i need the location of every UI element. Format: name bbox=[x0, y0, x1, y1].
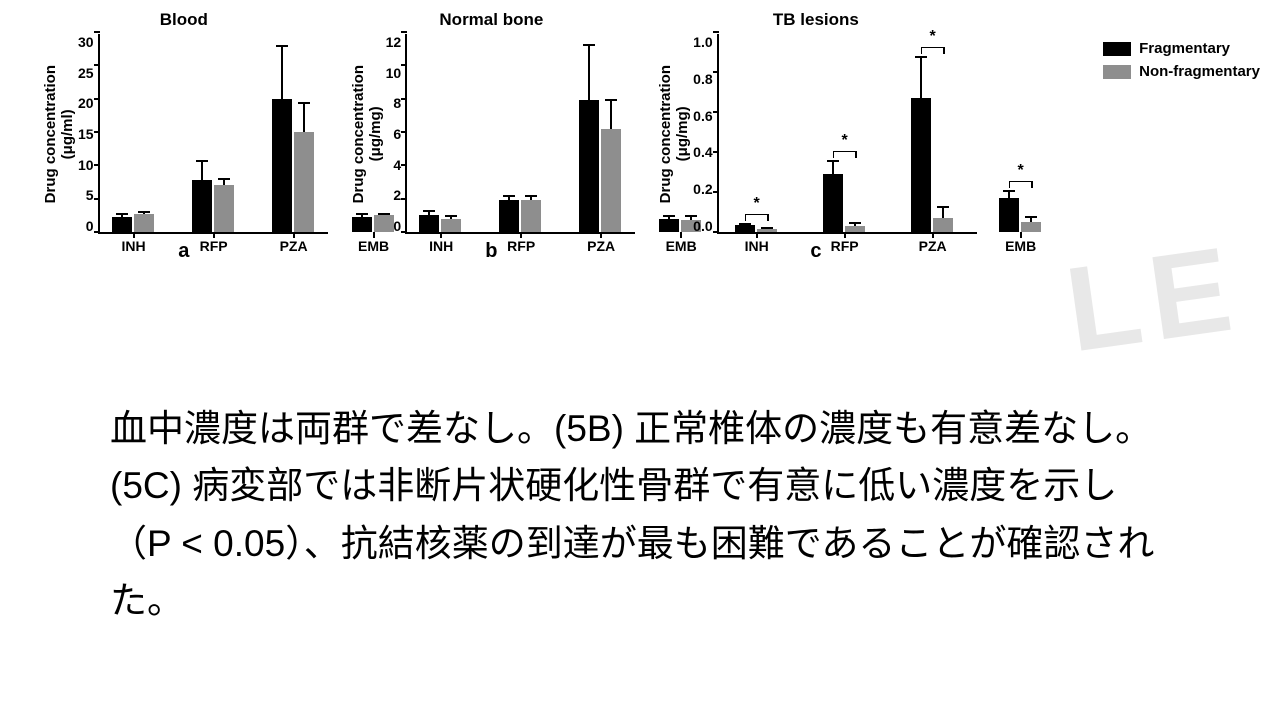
bar-s1 bbox=[419, 215, 439, 232]
ytick-label: 0.0 bbox=[693, 218, 712, 234]
xtick-label: INH bbox=[112, 238, 156, 254]
bar-group bbox=[419, 215, 461, 232]
sig-star: * bbox=[1018, 162, 1024, 180]
ytick-label: 15 bbox=[78, 126, 94, 142]
bar-group bbox=[999, 198, 1041, 232]
x-labels: INHRFPPZAEMB bbox=[407, 232, 635, 238]
ytick-label: 0 bbox=[393, 218, 401, 234]
bar-s2 bbox=[441, 219, 461, 232]
legend-swatch bbox=[1103, 42, 1131, 56]
xtick-label: INH bbox=[419, 238, 463, 254]
ytick-label: 2 bbox=[393, 187, 401, 203]
ytick-label: 12 bbox=[386, 34, 402, 50]
legend-swatch bbox=[1103, 65, 1131, 79]
ytick-label: 10 bbox=[78, 157, 94, 173]
bar-group bbox=[192, 180, 234, 232]
bar-s1 bbox=[823, 174, 843, 232]
sig-bracket bbox=[921, 47, 945, 48]
ytick-label: 5 bbox=[86, 187, 94, 203]
panel-c-ylabel: Drug concentration(μg/mg) bbox=[655, 65, 693, 203]
bar-s2 bbox=[933, 218, 953, 232]
xtick-label: RFP bbox=[192, 238, 236, 254]
bar-s2 bbox=[521, 200, 541, 232]
bar-group bbox=[911, 98, 953, 232]
ytick-label: 1.0 bbox=[693, 34, 712, 50]
xtick-label: RFP bbox=[499, 238, 543, 254]
ytick-label: 0 bbox=[86, 218, 94, 234]
bar-s2 bbox=[601, 129, 621, 232]
sig-star: * bbox=[842, 132, 848, 150]
ytick-label: 0.2 bbox=[693, 181, 712, 197]
bar-group bbox=[272, 99, 314, 232]
xtick-label: PZA bbox=[911, 238, 955, 254]
panel-b-title: Normal bone bbox=[348, 10, 636, 30]
bar-group bbox=[823, 174, 865, 232]
panel-a-ylabel: Drug concentration(μg/ml) bbox=[40, 65, 78, 203]
sig-star: * bbox=[930, 28, 936, 46]
xtick-label: PZA bbox=[272, 238, 316, 254]
bar-s2 bbox=[134, 214, 154, 232]
bar-s2 bbox=[214, 185, 234, 232]
ytick-label: 8 bbox=[393, 95, 401, 111]
panel-c-plot: ****INHRFPPZAEMB bbox=[717, 34, 977, 234]
xtick-label: RFP bbox=[823, 238, 867, 254]
bar-s1 bbox=[579, 100, 599, 232]
x-labels: INHRFPPZAEMB bbox=[100, 232, 328, 238]
figure-row: Blood Drug concentration(μg/ml) 30252015… bbox=[0, 0, 1280, 263]
bar-s2 bbox=[1021, 222, 1041, 232]
ytick-label: 0.6 bbox=[693, 108, 712, 124]
bar-s1 bbox=[999, 198, 1019, 232]
sig-star: * bbox=[754, 195, 760, 213]
bar-s1 bbox=[735, 225, 755, 232]
legend-item: Non-fragmentary bbox=[1103, 63, 1260, 80]
panel-c: TB lesions Drug concentration(μg/mg) 1.0… bbox=[655, 10, 976, 263]
ytick-label: 4 bbox=[393, 157, 401, 173]
xtick-label: INH bbox=[735, 238, 779, 254]
ytick-label: 25 bbox=[78, 65, 94, 81]
legend-item: Fragmentary bbox=[1103, 40, 1260, 57]
bar-group bbox=[579, 100, 621, 232]
x-labels: INHRFPPZAEMB bbox=[719, 232, 977, 238]
caption-text: 血中濃度は両群で差なし。(5B) 正常椎体の濃度も有意差なし。(5C) 病変部で… bbox=[110, 400, 1170, 629]
bar-s1 bbox=[911, 98, 931, 232]
panel-a: Blood Drug concentration(μg/ml) 30 25 20 15… bbox=[40, 10, 328, 263]
sig-bracket bbox=[833, 151, 857, 152]
panel-a-plot: INHRFPPZAEMB bbox=[98, 34, 328, 234]
ytick-label: 0.4 bbox=[693, 144, 712, 160]
bar-group bbox=[735, 225, 777, 232]
bar-s1 bbox=[272, 99, 292, 232]
panel-b-ylabel: Drug concentration(μg/mg) bbox=[348, 65, 386, 203]
ytick-label: 0.8 bbox=[693, 71, 712, 87]
ytick-label: 20 bbox=[78, 95, 94, 111]
legend-label: Non-fragmentary bbox=[1139, 63, 1260, 80]
xtick-label: PZA bbox=[579, 238, 623, 254]
bar-group bbox=[499, 200, 541, 232]
bar-s1 bbox=[112, 217, 132, 232]
bar-s1 bbox=[192, 180, 212, 232]
panel-c-title: TB lesions bbox=[655, 10, 976, 30]
sig-bracket bbox=[745, 214, 769, 215]
legend-label: Fragmentary bbox=[1139, 40, 1230, 57]
legend: Fragmentary Non-fragmentary bbox=[1103, 40, 1260, 86]
bar-s2 bbox=[294, 132, 314, 232]
panel-a-title: Blood bbox=[40, 10, 328, 30]
ytick-label: 6 bbox=[393, 126, 401, 142]
panel-c-yaxis: 1.0 0.8 0.6 0.4 0.2 0.0 bbox=[693, 34, 716, 234]
ytick-label: 30 bbox=[78, 34, 94, 50]
bar-group bbox=[112, 214, 154, 232]
sig-bracket bbox=[1009, 181, 1033, 182]
panel-b-plot: INHRFPPZAEMB bbox=[405, 34, 635, 234]
ytick-label: 10 bbox=[386, 65, 402, 81]
panel-b: Normal bone Drug concentration(μg/mg) 12… bbox=[348, 10, 636, 263]
bar-s1 bbox=[499, 200, 519, 232]
xtick-label: EMB bbox=[999, 238, 1043, 254]
